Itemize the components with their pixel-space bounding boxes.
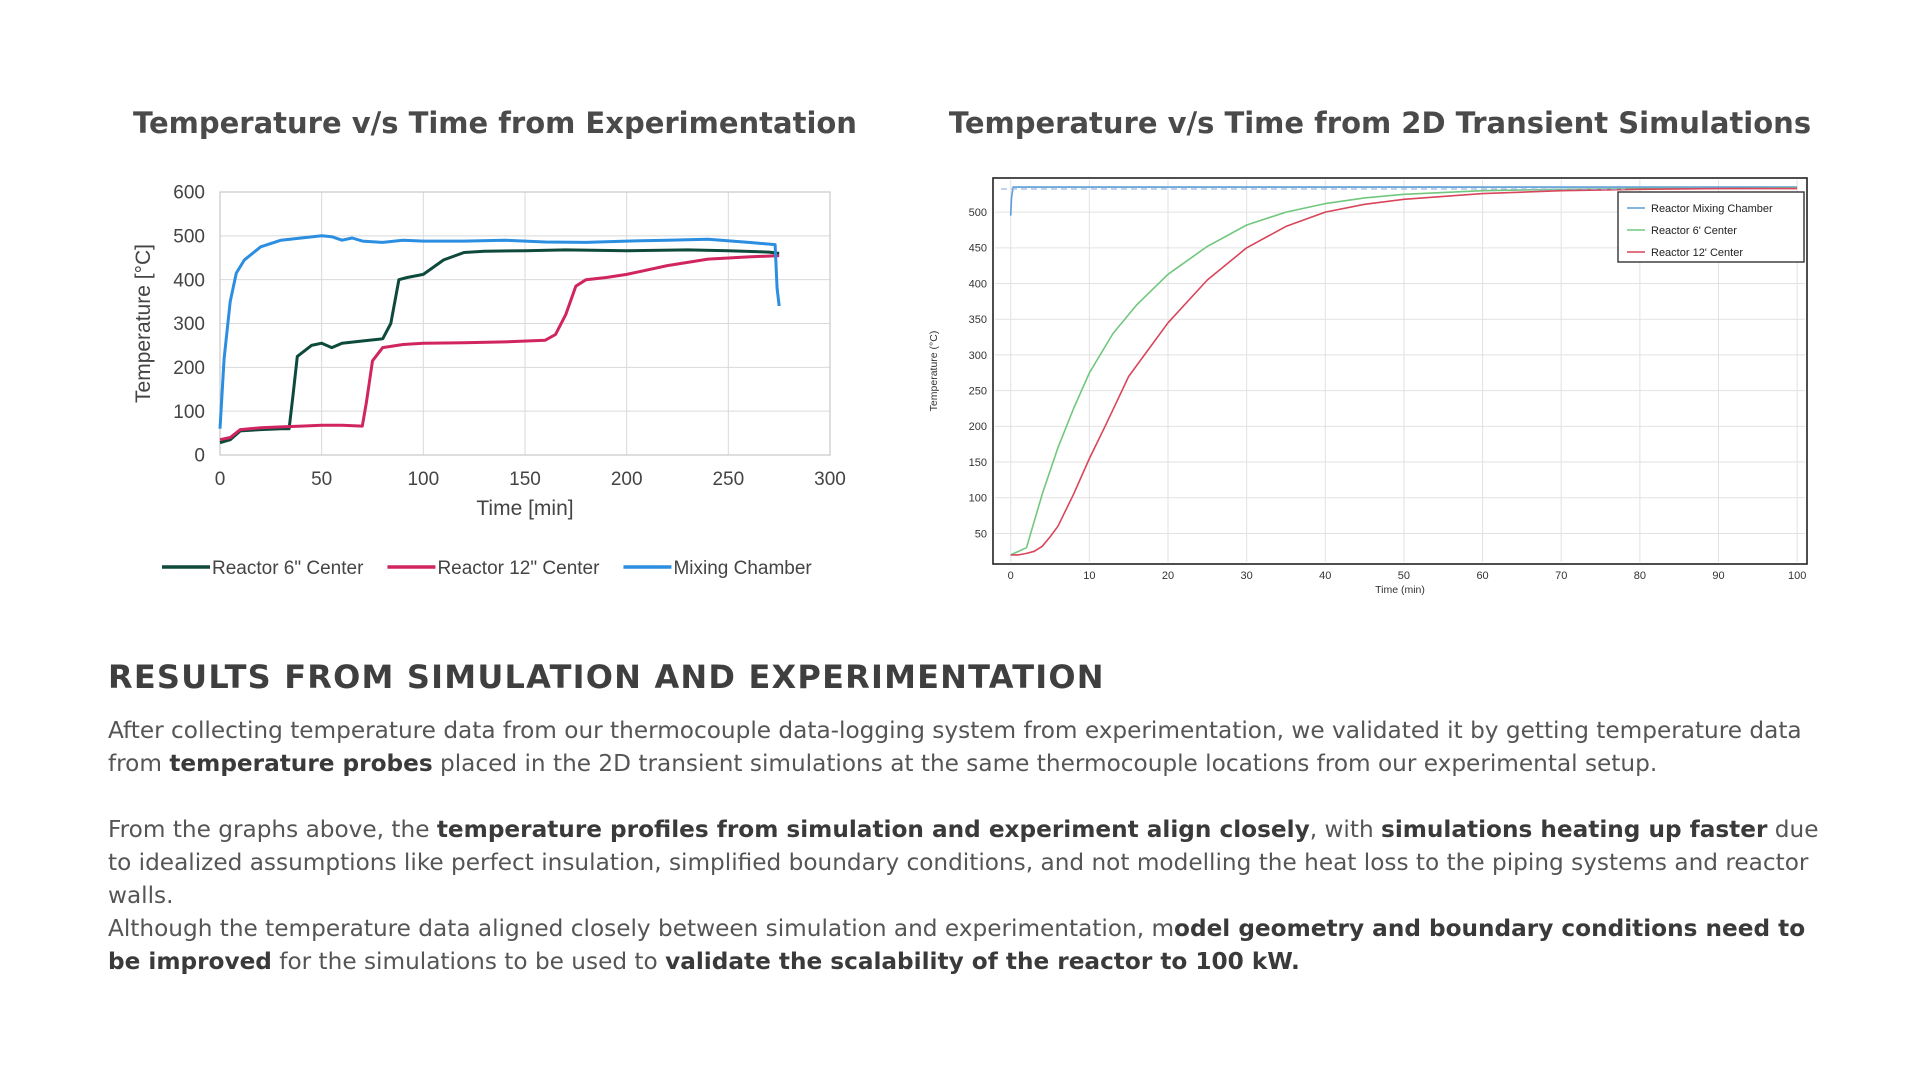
x-tick-label: 70 [1555,570,1567,582]
x-tick-label: 250 [712,469,744,490]
legend-label: Reactor 12" Center [437,558,600,579]
y-tick-label: 400 [969,278,987,290]
y-axis-label: Temperature (°C) [928,331,940,412]
y-tick-label: 300 [173,314,205,335]
bold-text: validate the scalability of the reactor … [665,948,1300,975]
x-tick-label: 50 [311,469,332,490]
simulation-chart-title: Temperature v/s Time from 2D Transient S… [948,106,1812,140]
x-axis-label: Time (min) [1375,584,1425,596]
y-tick-label: 100 [173,402,205,423]
text-span: From the graphs above, the [108,816,437,843]
paragraph-data-collection: After collecting temperature data from o… [108,714,1828,780]
y-tick-label: 500 [969,207,987,219]
y-tick-label: 300 [969,350,987,362]
results-heading: RESULTS FROM SIMULATION AND EXPERIMENTAT… [108,658,1105,696]
legend-label: Mixing Chamber [673,558,812,579]
series-line [219,248,780,445]
x-axis-label: Time [min] [476,497,573,520]
x-tick-label: 80 [1634,570,1646,582]
simulation-chart: 0 10 20 30 40 50 60 70 80 90 100 50 100 150 200 250 300 3… [928,177,1808,596]
experiment-chart: 0 50 100 150 200 250 300 0 100 200 300 400 500 600 Tim… [132,183,846,579]
y-tick-label: 600 [173,183,205,204]
text-span: for the simulations to be used to [271,948,666,975]
y-tick-label: 350 [969,314,987,326]
x-tick-label: 40 [1319,570,1331,582]
x-tick-label: 300 [814,469,846,490]
series-line [1009,186,1798,216]
x-tick-label: 90 [1712,570,1724,582]
legend-label: Reactor 6' Center [1651,225,1737,237]
y-axis-label: Temperature [°C] [132,244,155,403]
text-span: due to idealized assumptions like perfec… [108,816,1819,909]
x-tick-label: 100 [407,469,439,490]
x-tick-label: 0 [1008,570,1014,582]
text-span: placed in the 2D transient simulations a… [432,750,1658,777]
y-tick-label: 200 [969,421,987,433]
plot-frame [219,191,831,456]
series-line [219,254,780,442]
x-tick-label: 50 [1398,570,1410,582]
bold-text: odel geometry and boundary conditions ne… [108,915,1806,975]
y-tick-label: 100 [969,493,987,505]
experiment-chart-title: Temperature v/s Time from Experimentatio… [133,106,857,140]
x-tick-label: 20 [1162,570,1174,582]
y-tick-label: 250 [969,385,987,397]
x-tick-label: 200 [611,469,643,490]
bold-text: temperature probes [169,750,433,777]
series-line [1010,187,1798,556]
y-tick-label: 50 [975,528,987,540]
x-tick-label: 0 [215,469,226,490]
y-tick-label: 500 [173,226,205,247]
x-tick-label: 60 [1476,570,1488,582]
bold-text: simulations heating up faster [1381,816,1768,843]
legend-box [1617,191,1805,263]
series-line [1010,187,1798,556]
paragraph-conclusion: Although the temperature data aligned cl… [108,912,1828,978]
y-tick-label: 450 [969,243,987,255]
y-tick-label: 150 [969,457,987,469]
bold-text: temperature profiles from simulation and… [436,816,1310,843]
legend-label: Reactor 6" Center [212,558,364,579]
y-tick-label: 400 [173,270,205,291]
text-span: , with [1309,816,1382,843]
paragraph-comparison: From the graphs above, the temperature p… [108,813,1828,912]
x-tick-label: 10 [1083,570,1095,582]
legend-label: Reactor 12' Center [1651,247,1743,259]
x-tick-label: 150 [509,469,541,490]
x-tick-label: 30 [1241,570,1253,582]
text-span: Although the temperature data aligned cl… [108,915,1175,942]
y-tick-label: 0 [194,446,205,467]
series-line [218,234,781,429]
x-tick-label: 100 [1788,570,1806,582]
y-tick-label: 200 [173,358,205,379]
text-span: After collecting temperature data from o… [108,717,1802,777]
legend-label: Reactor Mixing Chamber [1651,203,1773,215]
